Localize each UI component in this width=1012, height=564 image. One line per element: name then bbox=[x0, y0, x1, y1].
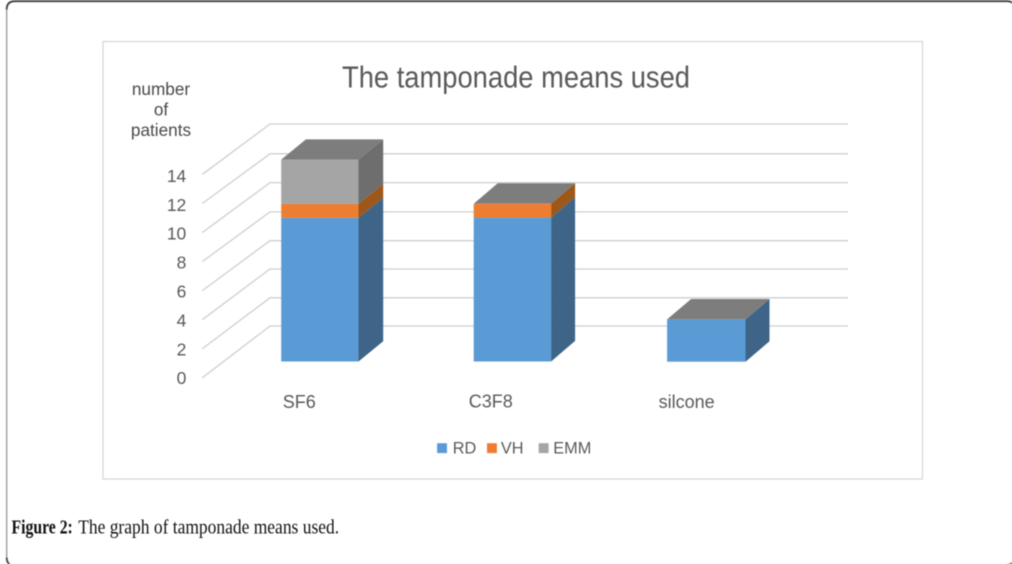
svg-text:8: 8 bbox=[177, 253, 187, 273]
svg-text:The graph of tamponade means u: The graph of tamponade means used. bbox=[78, 516, 339, 538]
svg-text:The tamponade means used: The tamponade means used bbox=[342, 61, 690, 95]
svg-text:4: 4 bbox=[177, 310, 187, 330]
svg-text:10: 10 bbox=[167, 224, 187, 244]
svg-text:of: of bbox=[154, 100, 169, 120]
svg-text:EMM: EMM bbox=[553, 440, 591, 458]
svg-text:RD: RD bbox=[453, 440, 477, 458]
svg-text:6: 6 bbox=[177, 282, 187, 302]
svg-text:C3F8: C3F8 bbox=[469, 392, 513, 412]
svg-text:number: number bbox=[132, 79, 191, 99]
svg-text:SF6: SF6 bbox=[283, 392, 316, 412]
svg-text:silcone: silcone bbox=[659, 392, 715, 412]
svg-text:12: 12 bbox=[167, 195, 186, 215]
svg-text:VH: VH bbox=[501, 440, 524, 458]
svg-text:2: 2 bbox=[177, 339, 187, 359]
svg-text:14: 14 bbox=[167, 166, 187, 186]
svg-text:0: 0 bbox=[177, 368, 187, 388]
svg-text:patients: patients bbox=[131, 120, 191, 140]
svg-text:Figure 2:: Figure 2: bbox=[12, 516, 73, 538]
